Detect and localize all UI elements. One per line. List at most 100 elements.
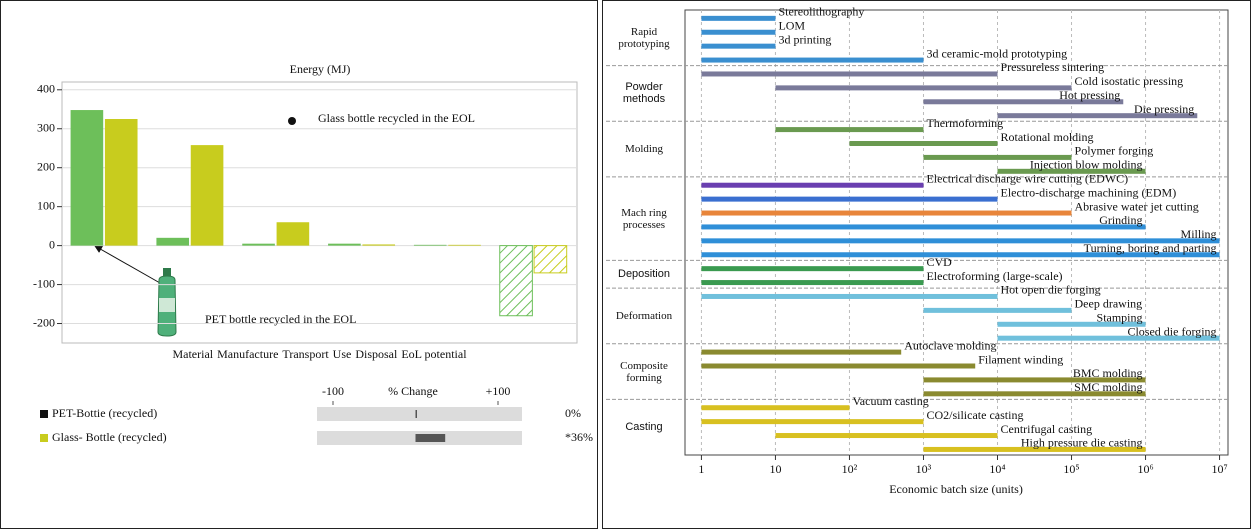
x-tick-label: 10⁷ — [1211, 462, 1227, 476]
bar — [448, 245, 481, 246]
x-tick-label: 10⁵ — [1063, 462, 1079, 476]
process-label: Hot pressing — [1059, 88, 1120, 102]
bar — [500, 246, 533, 316]
range-bar — [701, 294, 997, 299]
process-label: Injection blow molding — [1030, 158, 1143, 172]
process-label: Polymer forging — [1075, 144, 1154, 158]
process-label: Pressureless sintering — [1001, 60, 1105, 74]
process-label: Electroforming (large-scale) — [926, 269, 1062, 283]
process-label: Turning, boring and parting — [1084, 241, 1217, 255]
x-tick-label: 10⁴ — [989, 462, 1005, 476]
group-label: Composite forming — [606, 344, 682, 400]
process-label: CVD — [926, 255, 952, 269]
range-bar — [701, 58, 923, 63]
y-tick-label: -100 — [33, 276, 55, 290]
process-label: Stamping — [1097, 311, 1143, 325]
change-value-label: *36% — [565, 430, 593, 444]
process-label: SMC molding — [1074, 380, 1142, 394]
process-label: Abrasive water jet cutting — [1075, 199, 1199, 213]
range-bar — [701, 71, 997, 76]
bar — [105, 119, 138, 246]
bar — [362, 244, 395, 245]
range-bar — [701, 224, 1145, 229]
change-track — [317, 407, 522, 421]
range-bar — [923, 308, 1071, 313]
bottle-icon — [158, 268, 176, 336]
range-bar — [701, 30, 775, 35]
change-bar — [416, 410, 418, 418]
change-tick-label: +100 — [486, 384, 511, 398]
process-label: Rotational molding — [1001, 130, 1094, 144]
range-bar — [701, 44, 775, 49]
x-tick-label: Manufacture — [217, 347, 278, 361]
bar — [191, 145, 224, 246]
process-label: LOM — [778, 19, 805, 33]
group-label: Casting — [606, 399, 682, 455]
chart-title: Energy (MJ) — [290, 62, 351, 76]
annotation-dot — [288, 117, 296, 125]
range-bar — [775, 433, 997, 438]
range-bar — [701, 405, 849, 410]
range-bar — [701, 211, 1071, 216]
y-tick-label: 100 — [37, 198, 55, 212]
range-bar — [775, 85, 1071, 90]
x-tick-label: 10 — [769, 462, 781, 476]
group-label: Molding — [606, 121, 682, 177]
process-label: Centrifugal casting — [1001, 422, 1093, 436]
x-tick-label: 10⁶ — [1137, 462, 1153, 476]
x-tick-label: Transport — [282, 347, 329, 361]
x-axis-label: Economic batch size (units) — [889, 482, 1023, 496]
range-bar — [701, 280, 923, 285]
process-label: BMC molding — [1073, 366, 1143, 380]
legend-swatch — [40, 410, 48, 418]
group-label: Deformation — [606, 288, 682, 344]
bar — [71, 110, 104, 246]
legend-label: PET-Bottie (recycled) — [52, 406, 157, 420]
process-label: Cold isostatic pressing — [1075, 74, 1184, 88]
process-label: Closed die forging — [1127, 324, 1216, 338]
x-tick-label: 1 — [698, 462, 704, 476]
bar — [534, 246, 567, 273]
range-bar — [701, 16, 775, 21]
x-tick-label: EoL potential — [401, 347, 467, 361]
range-bar — [849, 141, 997, 146]
legend-label: Glass- Bottle (recycled) — [52, 430, 167, 444]
range-bar — [701, 350, 901, 355]
annotation-arrow — [95, 246, 160, 283]
process-label: Autoclave molding — [904, 338, 996, 352]
process-label: Deep drawing — [1075, 297, 1143, 311]
process-label: Filament winding — [978, 352, 1063, 366]
process-label: Hot open die forging — [1001, 283, 1101, 297]
process-label: Milling — [1181, 227, 1217, 241]
group-label: Deposition — [606, 260, 682, 288]
bar — [156, 238, 189, 246]
y-tick-label: 300 — [37, 120, 55, 134]
bar — [242, 244, 275, 246]
change-value-label: 0% — [565, 406, 581, 420]
x-tick-label: Use — [333, 347, 352, 361]
annotation: Glass bottle recycled in the EOL — [318, 111, 475, 125]
range-bar — [701, 419, 923, 424]
group-label: Mach ring processes — [606, 177, 682, 260]
process-label: Die pressing — [1134, 102, 1194, 116]
bar — [414, 245, 447, 246]
range-bar — [701, 197, 997, 202]
y-tick-label: 200 — [37, 159, 55, 173]
annotation: PET bottle recycled in the EOL — [205, 312, 356, 326]
page: Energy (MJ) Economic batch size (units) … — [0, 0, 1251, 529]
process-label: CO2/silicate casting — [926, 408, 1023, 422]
process-label: Electro-discharge machining (EDM) — [1001, 185, 1177, 199]
bar — [277, 222, 310, 245]
change-bar — [416, 434, 446, 442]
x-tick-label: 10² — [842, 462, 858, 476]
range-bar — [701, 183, 923, 188]
process-label: 3d ceramic-mold prototyping — [926, 46, 1067, 60]
group-label: Powder methods — [606, 66, 682, 122]
range-bar — [701, 266, 923, 271]
bar — [328, 244, 361, 246]
range-bar — [701, 364, 975, 369]
process-label: Electrical discharge wire cutting (EDWC) — [926, 171, 1128, 185]
process-label: Vacuum casting — [852, 394, 928, 408]
process-label: Thermoforming — [926, 116, 1003, 130]
